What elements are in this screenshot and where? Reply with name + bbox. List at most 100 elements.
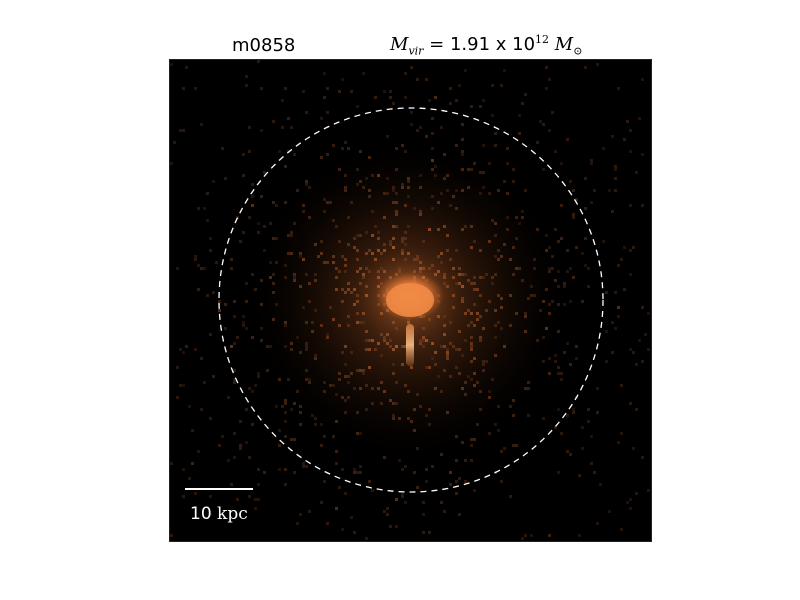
noise-pixel xyxy=(554,426,557,429)
noise-pixel xyxy=(638,117,641,120)
noise-pixel xyxy=(233,342,236,345)
noise-pixel xyxy=(563,351,566,354)
noise-pixel xyxy=(293,471,296,474)
tidal-stream xyxy=(406,324,414,366)
noise-pixel xyxy=(230,258,233,261)
noise-pixel xyxy=(455,99,458,102)
noise-pixel xyxy=(629,204,632,207)
noise-pixel xyxy=(239,420,242,423)
noise-pixel xyxy=(545,66,548,69)
noise-pixel xyxy=(218,309,221,312)
noise-pixel xyxy=(338,486,341,489)
noise-pixel xyxy=(404,72,407,75)
noise-pixel xyxy=(605,330,608,333)
noise-pixel xyxy=(344,492,347,495)
noise-pixel xyxy=(587,420,590,423)
noise-pixel xyxy=(185,345,188,348)
noise-pixel xyxy=(416,129,419,132)
noise-pixel xyxy=(557,471,560,474)
noise-pixel xyxy=(206,219,209,222)
noise-pixel xyxy=(197,264,200,267)
galaxy-image-panel: 10 kpc xyxy=(169,59,652,542)
noise-pixel xyxy=(401,492,404,495)
noise-pixel xyxy=(272,120,275,123)
noise-pixel xyxy=(302,462,305,465)
noise-pixel xyxy=(179,348,182,351)
noise-pixel xyxy=(491,114,494,117)
noise-pixel xyxy=(389,525,392,528)
noise-pixel xyxy=(221,435,224,438)
noise-pixel xyxy=(263,171,266,174)
noise-pixel xyxy=(611,135,614,138)
noise-pixel xyxy=(332,144,335,147)
noise-pixel xyxy=(500,450,503,453)
noise-pixel xyxy=(629,273,632,276)
noise-pixel xyxy=(584,237,587,240)
noise-pixel xyxy=(458,513,461,516)
noise-pixel xyxy=(341,78,344,81)
noise-pixel xyxy=(596,63,599,66)
noise-pixel xyxy=(395,498,398,501)
noise-pixel xyxy=(233,300,236,303)
noise-pixel xyxy=(386,507,389,510)
noise-pixel xyxy=(629,150,632,153)
noise-pixel xyxy=(401,495,404,498)
noise-pixel xyxy=(368,480,371,483)
noise-pixel xyxy=(620,528,623,531)
noise-pixel xyxy=(335,507,338,510)
noise-pixel xyxy=(254,498,257,501)
noise-pixel xyxy=(302,90,305,93)
noise-pixel xyxy=(182,468,185,471)
noise-pixel xyxy=(242,174,245,177)
noise-pixel xyxy=(233,315,236,318)
noise-pixel xyxy=(305,465,308,468)
noise-pixel xyxy=(572,408,575,411)
noise-pixel xyxy=(182,495,185,498)
noise-pixel xyxy=(278,444,281,447)
noise-pixel xyxy=(464,69,467,72)
noise-pixel xyxy=(560,378,563,381)
noise-pixel xyxy=(272,201,275,204)
scale-bar-label: 10 kpc xyxy=(190,504,248,524)
noise-pixel xyxy=(335,462,338,465)
noise-pixel xyxy=(581,300,584,303)
noise-pixel xyxy=(614,189,617,192)
noise-pixel xyxy=(293,153,296,156)
noise-pixel xyxy=(191,429,194,432)
noise-pixel xyxy=(320,156,323,159)
noise-pixel xyxy=(635,363,638,366)
noise-pixel xyxy=(191,462,194,465)
noise-pixel xyxy=(569,363,572,366)
noise-pixel xyxy=(224,177,227,180)
noise-pixel xyxy=(233,381,236,384)
noise-pixel xyxy=(395,498,398,501)
noise-pixel xyxy=(455,492,458,495)
noise-pixel xyxy=(293,438,296,441)
noise-pixel xyxy=(584,66,587,69)
noise-pixel xyxy=(356,105,359,108)
noise-pixel xyxy=(416,486,419,489)
noise-pixel xyxy=(278,150,281,153)
noise-pixel xyxy=(629,507,632,510)
noise-pixel xyxy=(572,213,575,216)
noise-pixel xyxy=(251,183,254,186)
noise-pixel xyxy=(518,132,521,135)
noise-pixel xyxy=(170,534,173,537)
noise-pixel xyxy=(296,522,299,525)
noise-pixel xyxy=(494,144,497,147)
noise-pixel xyxy=(461,138,464,141)
noise-pixel xyxy=(341,528,344,531)
noise-pixel xyxy=(230,483,233,486)
noise-pixel xyxy=(422,501,425,504)
noise-pixel xyxy=(434,96,437,99)
noise-pixel xyxy=(548,534,551,537)
noise-pixel xyxy=(482,144,485,147)
noise-pixel xyxy=(575,345,578,348)
noise-pixel xyxy=(470,459,473,462)
noise-pixel xyxy=(188,405,191,408)
noise-pixel xyxy=(257,222,260,225)
noise-pixel xyxy=(503,69,506,72)
noise-pixel xyxy=(197,207,200,210)
noise-pixel xyxy=(566,249,569,252)
noise-pixel xyxy=(260,195,263,198)
